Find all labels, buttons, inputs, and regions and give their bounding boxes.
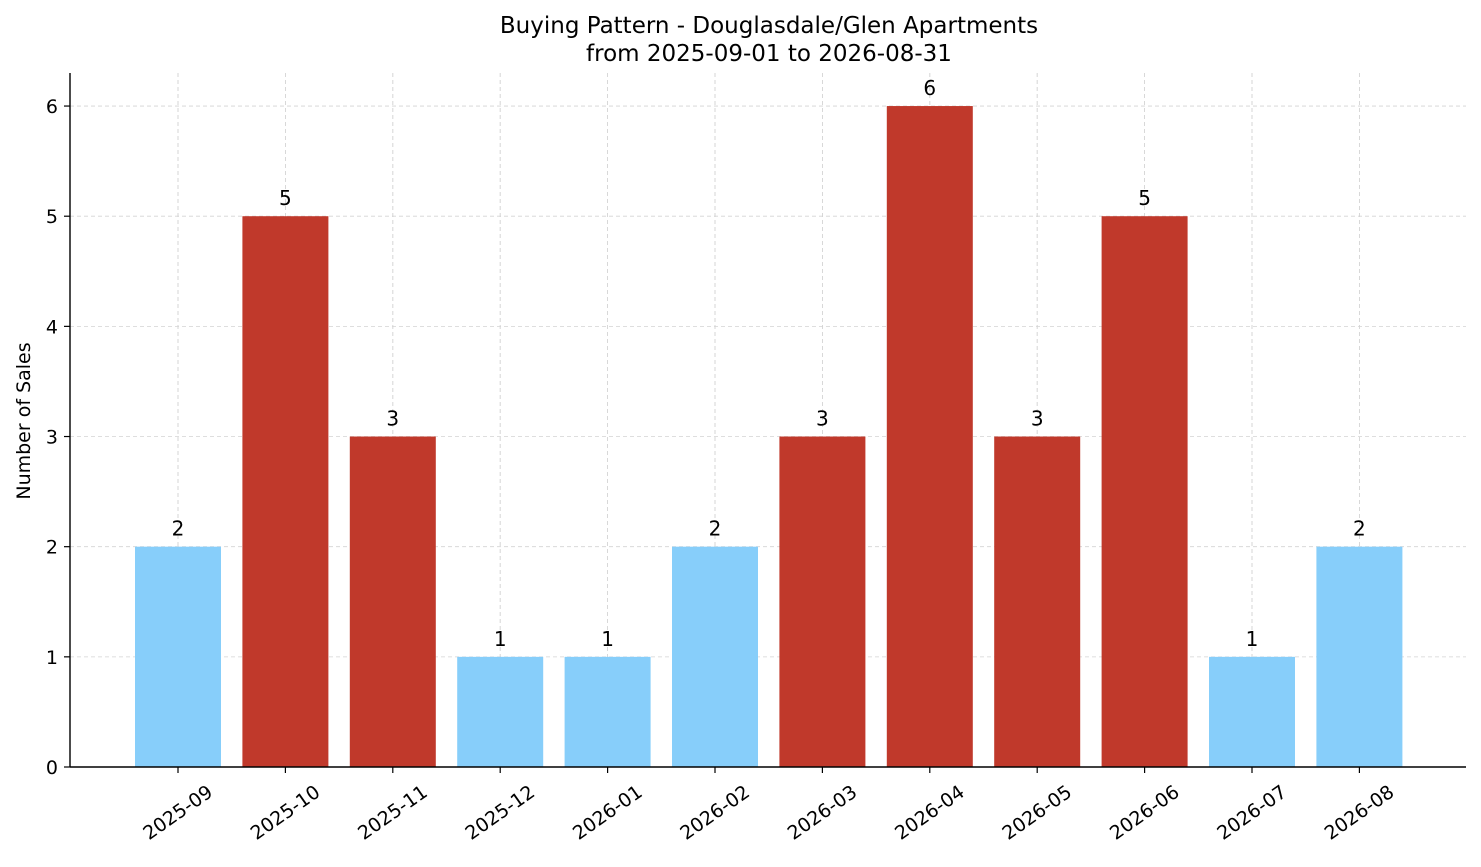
bar-value-label: 2	[709, 517, 722, 541]
x-tick-label: 2025-09	[139, 781, 217, 845]
y-tick-label: 5	[46, 206, 58, 228]
bars	[135, 106, 1403, 768]
bar-2026-08	[1316, 546, 1403, 767]
x-tick-label: 2026-03	[784, 781, 862, 845]
x-tick-label: 2026-07	[1213, 781, 1291, 845]
bar-2026-02	[672, 546, 758, 767]
bar-value-label: 6	[923, 76, 936, 100]
x-tick-label: 2026-01	[569, 781, 647, 845]
bar-2026-01	[564, 656, 651, 767]
y-axis-label: Number of Sales	[13, 342, 35, 499]
x-tick-label: 2026-04	[891, 781, 969, 845]
x-tick-label: 2025-12	[461, 781, 539, 845]
x-tick-label: 2026-05	[998, 781, 1076, 845]
x-tick-label: 2025-10	[247, 781, 325, 845]
y-tick-label: 0	[46, 757, 58, 779]
bar-2025-10	[242, 216, 329, 767]
chart-title: Buying Pattern - Douglasdale/Glen Apartm…	[500, 13, 1038, 39]
bar-2026-05	[994, 436, 1081, 767]
bar-value-label: 1	[494, 627, 507, 651]
y-tick-label: 6	[46, 96, 58, 118]
bar-2026-06	[1101, 216, 1188, 767]
y-tick-label: 2	[46, 537, 58, 559]
y-tick-label: 1	[46, 647, 58, 669]
bar-2026-04	[886, 106, 973, 768]
bar-value-labels: 2 5 3 1 1 2 3 6 3 5 1 2	[172, 76, 1366, 651]
bar-value-label: 2	[172, 517, 185, 541]
y-tick-label: 3	[46, 427, 58, 449]
chart-subtitle: from 2025-09-01 to 2026-08-31	[586, 41, 952, 67]
bar-value-label: 3	[386, 407, 399, 431]
bar-2025-12	[457, 656, 544, 767]
bar-2025-09	[135, 546, 221, 767]
bar-2026-07	[1209, 656, 1295, 767]
x-tick-label: 2025-11	[354, 781, 432, 845]
bar-value-label: 5	[1138, 186, 1151, 210]
bar-value-label: 2	[1353, 517, 1366, 541]
x-tick-label: 2026-08	[1321, 781, 1399, 845]
bar-value-label: 1	[601, 627, 614, 651]
bar-value-label: 3	[816, 407, 829, 431]
bar-value-label: 1	[1246, 627, 1259, 651]
y-tick-label: 4	[46, 316, 58, 338]
bar-2026-03	[779, 436, 866, 767]
bar-2025-11	[349, 436, 436, 767]
x-tick-label: 2026-02	[676, 781, 754, 845]
bar-value-label: 3	[1031, 407, 1044, 431]
x-tick-label: 2026-06	[1106, 781, 1184, 845]
bar-value-label: 5	[279, 186, 292, 210]
